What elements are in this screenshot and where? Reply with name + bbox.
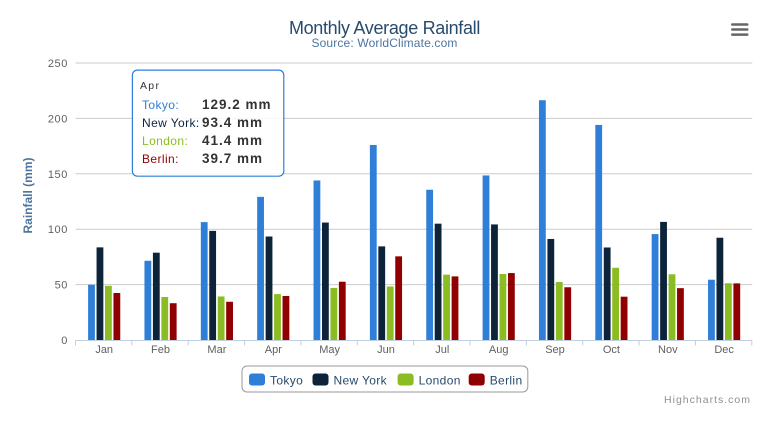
svg-text:Mar: Mar <box>207 344 226 356</box>
svg-text:Aug: Aug <box>489 344 509 356</box>
svg-text:May: May <box>319 344 340 356</box>
svg-text:Apr: Apr <box>265 344 282 356</box>
svg-text:Nov: Nov <box>658 344 678 356</box>
svg-text:Jan: Jan <box>95 344 113 356</box>
svg-text:Dec: Dec <box>714 344 734 356</box>
svg-text:Tokyo: Tokyo <box>270 374 303 388</box>
svg-text:200: 200 <box>48 113 68 125</box>
svg-text:39.7 mm: 39.7 mm <box>202 151 263 166</box>
svg-text:Monthly Average Rainfall: Monthly Average Rainfall <box>289 18 480 38</box>
svg-text:New York:: New York: <box>142 116 200 130</box>
svg-text:250: 250 <box>48 58 68 70</box>
svg-text:London: London <box>419 374 461 388</box>
svg-text:93.4 mm: 93.4 mm <box>202 115 263 130</box>
svg-text:Source: WorldClimate.com: Source: WorldClimate.com <box>311 36 457 50</box>
svg-text:Highcharts.com: Highcharts.com <box>664 394 751 406</box>
svg-text:Berlin:: Berlin: <box>142 152 179 166</box>
svg-text:Rainfall (mm): Rainfall (mm) <box>21 157 35 233</box>
svg-text:London:: London: <box>142 134 188 148</box>
svg-text:129.2 mm: 129.2 mm <box>202 97 272 112</box>
svg-text:Berlin: Berlin <box>490 374 523 388</box>
svg-text:Jul: Jul <box>435 344 449 356</box>
svg-text:41.4 mm: 41.4 mm <box>202 133 263 148</box>
svg-text:0: 0 <box>61 335 68 347</box>
svg-text:Jun: Jun <box>377 344 395 356</box>
svg-text:Feb: Feb <box>151 344 170 356</box>
svg-text:50: 50 <box>55 280 68 292</box>
svg-text:Tokyo:: Tokyo: <box>142 98 179 112</box>
svg-text:Oct: Oct <box>603 344 620 356</box>
svg-text:Apr: Apr <box>140 80 160 92</box>
svg-text:New York: New York <box>334 374 388 388</box>
svg-text:100: 100 <box>48 224 68 236</box>
svg-text:150: 150 <box>48 169 68 181</box>
svg-text:Sep: Sep <box>545 344 565 356</box>
